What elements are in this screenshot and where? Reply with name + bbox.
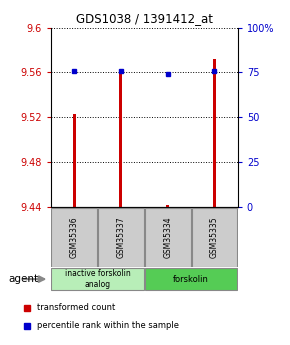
Bar (98, 208, 144, 267)
Text: GSM35337: GSM35337 (116, 216, 125, 258)
Text: transformed count: transformed count (37, 303, 115, 312)
Bar (213, 59, 216, 207)
Bar (51, 208, 97, 267)
Bar (51, 268, 144, 290)
Text: GSM35336: GSM35336 (70, 216, 79, 258)
Bar (73, 114, 75, 207)
Bar (119, 70, 122, 207)
Bar (191, 208, 237, 267)
Bar (145, 208, 191, 267)
Bar (166, 205, 169, 207)
Bar (145, 268, 237, 290)
Text: GSM35335: GSM35335 (210, 216, 219, 258)
Text: percentile rank within the sample: percentile rank within the sample (37, 321, 179, 330)
Text: inactive forskolin
analog: inactive forskolin analog (65, 269, 130, 289)
Text: GDS1038 / 1391412_at: GDS1038 / 1391412_at (77, 12, 213, 25)
Text: forskolin: forskolin (173, 275, 209, 284)
Text: agent: agent (9, 274, 39, 284)
Text: GSM35334: GSM35334 (163, 216, 172, 258)
